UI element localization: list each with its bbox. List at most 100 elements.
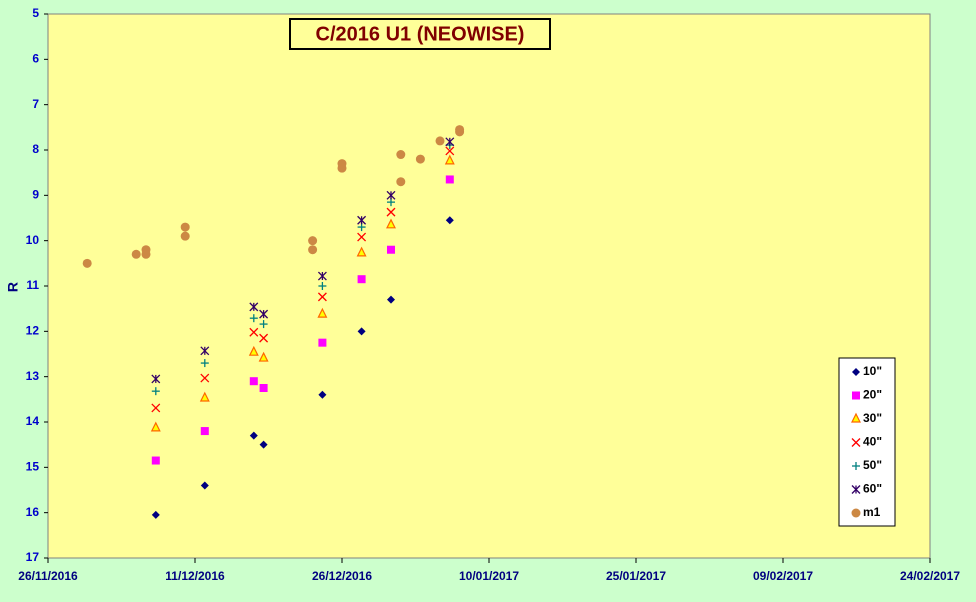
y-tick-label: 16 [26, 505, 40, 519]
data-point [200, 373, 210, 383]
data-point [200, 359, 209, 368]
legend-label: m1 [863, 505, 881, 519]
data-point [248, 345, 259, 356]
data-point [249, 314, 258, 323]
data-point [387, 295, 395, 304]
data-point [180, 231, 190, 241]
data-point [200, 481, 209, 490]
legend-marker [852, 391, 860, 400]
legend-label: 20" [863, 388, 882, 402]
data-point [180, 222, 190, 232]
data-point [356, 246, 367, 257]
data-point [357, 215, 367, 225]
data-point [249, 327, 259, 337]
legend-marker [852, 368, 860, 376]
data-point [249, 377, 258, 386]
data-point [151, 374, 161, 384]
data-point [455, 127, 465, 137]
data-point [386, 207, 396, 217]
data-point [308, 236, 318, 246]
y-tick-label: 8 [32, 142, 39, 156]
legend-marker [851, 508, 861, 518]
data-point [387, 198, 395, 207]
data-point [445, 146, 455, 156]
data-point [317, 271, 327, 281]
data-point [259, 333, 269, 343]
data-point [435, 136, 445, 146]
data-point [259, 440, 268, 449]
y-tick-label: 13 [26, 369, 40, 383]
x-tick-label: 25/01/2017 [606, 569, 666, 583]
data-point [151, 510, 160, 519]
legend-label: 60" [863, 482, 882, 496]
data-point [318, 390, 327, 399]
data-point [357, 232, 367, 242]
data-point [318, 282, 327, 290]
data-point [249, 431, 258, 440]
data-point [357, 327, 366, 336]
data-point [259, 384, 268, 392]
y-tick-label: 17 [26, 550, 40, 564]
x-tick-label: 24/02/2017 [900, 569, 960, 583]
y-tick-label: 5 [32, 6, 39, 20]
data-point [259, 309, 269, 319]
legend-label: 50" [863, 458, 882, 472]
legend-marker [851, 412, 861, 423]
legend-label: 30" [863, 411, 882, 425]
data-point [82, 258, 92, 268]
data-point [445, 216, 454, 225]
data-point [308, 245, 318, 255]
data-point [396, 150, 406, 160]
data-point [249, 302, 259, 312]
y-axis-label: R [5, 282, 21, 292]
x-tick-label: 26/12/2016 [312, 569, 372, 583]
x-tick-label: 09/02/2017 [753, 569, 813, 583]
data-point [386, 218, 396, 229]
data-point [317, 307, 328, 318]
legend-label: 10" [863, 364, 882, 378]
y-tick-label: 12 [26, 324, 40, 338]
y-tick-label: 7 [32, 97, 39, 111]
data-point [318, 338, 327, 347]
data-point [199, 391, 210, 402]
data-point [200, 427, 209, 436]
data-point [396, 177, 406, 187]
data-point [317, 292, 327, 302]
y-tick-label: 6 [32, 52, 39, 66]
legend-marker [851, 485, 861, 494]
y-tick-label: 15 [26, 460, 40, 474]
data-point [150, 421, 161, 432]
data-point [387, 245, 395, 254]
data-point [415, 154, 425, 164]
data-point [131, 249, 141, 259]
data-point [151, 456, 160, 465]
title-box [289, 18, 551, 50]
data-point [151, 387, 160, 396]
data-point [357, 223, 366, 232]
data-point [141, 249, 151, 259]
y-tick-label: 14 [26, 414, 40, 428]
data-point [337, 163, 347, 173]
y-tick-label: 10 [26, 233, 40, 247]
legend [838, 357, 896, 527]
legend-marker [852, 462, 860, 470]
y-tick-label: 11 [26, 278, 39, 292]
data-point [259, 320, 268, 329]
data-point [258, 351, 269, 362]
chart-title: C/2016 U1 (NEOWISE) [316, 23, 525, 45]
data-point [386, 190, 396, 200]
y-tick-label: 9 [32, 188, 39, 202]
data-point [445, 137, 455, 147]
data-point [151, 403, 161, 413]
data-point [357, 275, 366, 284]
legend-label: 40" [863, 435, 882, 449]
plot-area [47, 13, 931, 559]
x-tick-label: 11/12/2016 [165, 569, 225, 583]
legend-marker [851, 438, 861, 447]
data-point [445, 175, 454, 184]
x-tick-label: 26/11/2016 [18, 569, 78, 583]
data-point [444, 154, 455, 165]
data-point [200, 346, 210, 356]
x-tick-label: 10/01/2017 [459, 569, 519, 583]
